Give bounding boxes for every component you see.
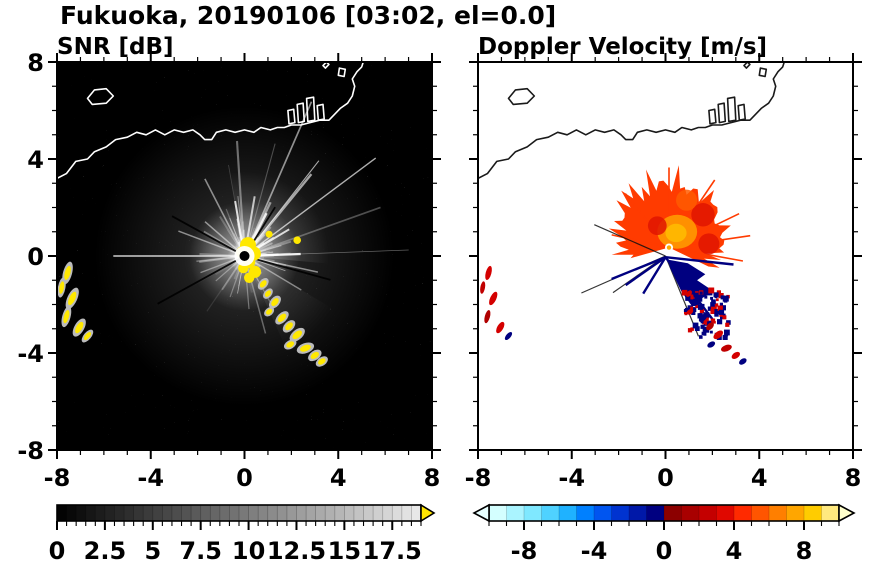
coastline (478, 62, 786, 180)
y-tick-labels: 8 4 0 -4 -8 (17, 49, 44, 465)
x-tick-label: 0 (236, 464, 253, 492)
colorbar-tick-label: 17.5 (363, 537, 422, 565)
colorbar-labels: 0 2.5 5 7.5 10 12.5 15 17.5 (49, 537, 422, 565)
x-tick-label: -8 (465, 464, 492, 492)
echo-spots (680, 280, 747, 365)
axis-ticks (48, 53, 441, 459)
colorbar-tick-label: 4 (726, 537, 743, 565)
x-tick-label: 0 (657, 464, 674, 492)
x-tick-label: 4 (330, 464, 347, 492)
velocity-fan (608, 165, 751, 268)
x-tick-label: 4 (751, 464, 768, 492)
colorbar-segments (56, 505, 422, 521)
y-tick-label: -8 (17, 437, 44, 465)
velocity-heatmap (478, 62, 853, 450)
over-range-arrow (838, 503, 856, 523)
x-tick-label: -4 (137, 464, 164, 492)
velocity-colorbar: -8 -4 0 4 8 (472, 503, 856, 565)
colorbar-ticks (488, 521, 840, 530)
y-tick-label: 8 (27, 49, 44, 77)
snr-heatmap (57, 62, 432, 450)
x-tick-label: -8 (44, 464, 71, 492)
under-range-arrow (472, 503, 490, 523)
radar-site-dot (239, 251, 250, 261)
y-tick-label: 0 (27, 243, 44, 271)
x-tick-label: 8 (845, 464, 862, 492)
colorbar-segments (488, 505, 840, 521)
x-tick-label: 8 (424, 464, 441, 492)
colorbar-ticks (56, 521, 422, 530)
x-tick-labels: -8 -4 0 4 8 (465, 464, 862, 492)
snr-axes: -8 -4 0 4 8 8 4 0 -4 -8 (17, 49, 441, 492)
colorbar-tick-label: 5 (144, 537, 161, 565)
echo-spots (57, 261, 94, 343)
colorbar-tick-label: 0 (49, 537, 66, 565)
velocity-axes: -8 -4 0 4 8 (465, 53, 862, 492)
echo-spots (257, 278, 328, 367)
y-tick-label: -4 (17, 340, 44, 368)
colorbar-tick-label: 2.5 (84, 537, 127, 565)
y-tick-label: 4 (27, 146, 44, 174)
snr-panel-title: SNR [dB] (57, 34, 174, 60)
negative-velocity-region (611, 256, 734, 320)
coastline (57, 62, 365, 180)
colorbar-labels: -8 -4 0 4 8 (511, 537, 813, 565)
colorbar-tick-label: -8 (511, 537, 538, 565)
colorbar-tick-label: 10 (232, 537, 265, 565)
x-tick-labels: -8 -4 0 4 8 (44, 464, 441, 492)
colorbar-tick-label: 0 (656, 537, 673, 565)
echo-spots (480, 265, 513, 341)
x-tick-label: -4 (558, 464, 585, 492)
axis-ticks (469, 53, 862, 459)
figure-title: Fukuoka, 20190106 [03:02, el=0.0] (60, 1, 556, 30)
colorbar-tick-label: 7.5 (179, 537, 222, 565)
snr-colorbar: 0 2.5 5 7.5 10 12.5 15 17.5 (49, 503, 436, 565)
velocity-panel-title: Doppler Velocity [m/s] (478, 34, 767, 60)
colorbar-tick-label: 15 (328, 537, 361, 565)
colorbar-tick-label: 12.5 (267, 537, 326, 565)
colorbar-tick-label: 8 (796, 537, 813, 565)
over-range-arrow (420, 503, 436, 523)
colorbar-tick-label: -4 (581, 537, 608, 565)
